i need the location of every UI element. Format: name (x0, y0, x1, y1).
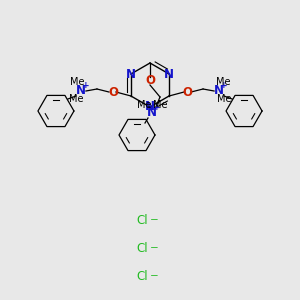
Text: O: O (108, 85, 118, 98)
Text: N: N (164, 68, 174, 80)
Text: Me: Me (217, 94, 231, 104)
Text: N: N (126, 68, 136, 80)
Text: Me: Me (216, 77, 230, 87)
Text: N: N (76, 85, 86, 98)
Text: +: + (82, 82, 90, 91)
Text: O: O (182, 85, 192, 98)
Text: Me: Me (153, 100, 167, 110)
Text: Cl: Cl (136, 242, 148, 254)
Text: −: − (150, 243, 159, 253)
Text: Cl: Cl (136, 269, 148, 283)
Text: +: + (153, 103, 161, 112)
Text: −: − (150, 271, 159, 281)
Text: Me: Me (137, 100, 151, 110)
Text: Cl: Cl (136, 214, 148, 226)
Text: N: N (214, 85, 224, 98)
Text: N: N (145, 100, 155, 113)
Text: N: N (147, 106, 157, 119)
Text: O: O (145, 74, 155, 88)
Text: Me: Me (69, 94, 83, 104)
Text: +: + (220, 82, 228, 91)
Text: Me: Me (70, 77, 84, 87)
Text: −: − (150, 215, 159, 225)
